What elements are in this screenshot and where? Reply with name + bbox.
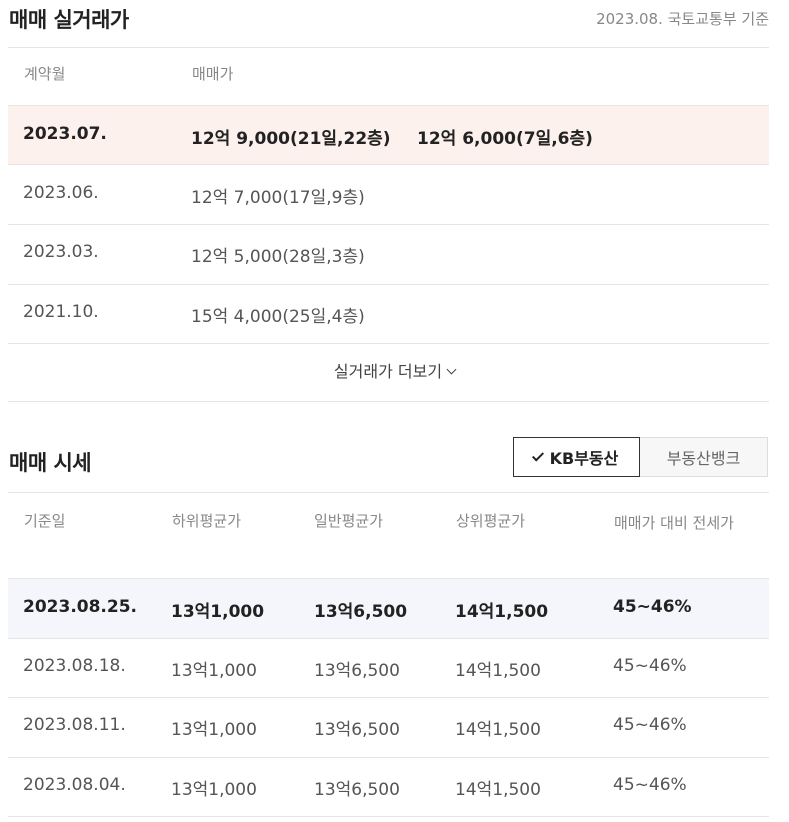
divider — [8, 757, 769, 758]
jeonse-ratio: 45~46% — [613, 656, 687, 676]
jeonse-ratio: 45~46% — [613, 715, 687, 735]
table-row: 2021.10. 15억 4,000(25일,4층) — [8, 285, 769, 343]
table-row: 2023.08.25. 13억1,000 13억6,500 14억1,500 4… — [8, 579, 769, 638]
contract-month: 2023.03. — [23, 242, 99, 262]
data-source-note: 2023.08. 국토교통부 기준 — [596, 10, 769, 28]
divider — [8, 343, 769, 344]
low-avg-price: 13억1,000 — [171, 720, 257, 740]
base-date: 2023.08.11. — [23, 715, 126, 735]
table-row: 2023.08.11. 13억1,000 13억6,500 14억1,500 4… — [8, 698, 769, 757]
base-date: 2023.08.04. — [23, 775, 126, 795]
divider — [8, 697, 769, 698]
header-sale-price: 매매가 — [192, 65, 234, 83]
high-avg-price: 14억1,500 — [455, 602, 549, 622]
sale-section-title: 매매 실거래가 — [9, 8, 129, 32]
tab-kb-real-estate[interactable]: KB부동산 — [513, 437, 640, 477]
header-jeonse-ratio: 매매가 대비 전세가 — [614, 514, 734, 532]
deal-price: 12억 6,000(7일,6층) — [417, 129, 593, 149]
divider — [8, 816, 769, 817]
table-row: 2023.08.18. 13억1,000 13억6,500 14억1,500 4… — [8, 639, 769, 697]
low-avg-price: 13억1,000 — [171, 780, 257, 800]
market-section-title: 매매 시세 — [9, 451, 92, 475]
deal-price: 15억 4,000(25일,4층) — [191, 307, 365, 327]
divider — [8, 284, 769, 285]
chevron-down-icon — [446, 364, 457, 375]
general-avg-price: 13억6,500 — [314, 720, 400, 740]
general-avg-price: 13억6,500 — [314, 661, 400, 681]
contract-month: 2021.10. — [23, 302, 99, 322]
low-avg-price: 13억1,000 — [171, 661, 257, 681]
header-contract-month: 계약월 — [24, 65, 66, 83]
tab-bank-label: 부동산뱅크 — [666, 449, 741, 468]
jeonse-ratio: 45~46% — [613, 597, 692, 617]
table-row: 2023.03. 12억 5,000(28일,3층) — [8, 225, 769, 284]
base-date: 2023.08.25. — [23, 597, 138, 617]
high-avg-price: 14억1,500 — [455, 720, 541, 740]
divider — [8, 638, 769, 639]
table-row: 2023.08.04. 13억1,000 13억6,500 14억1,500 4… — [8, 758, 769, 817]
header-base-date: 기준일 — [24, 512, 66, 530]
deal-price: 12억 9,000(21일,22층) — [191, 129, 391, 149]
tab-real-estate-bank[interactable]: 부동산뱅크 — [640, 437, 768, 477]
market-table-header: 기준일 하위평균가 일반평균가 상위평균가 매매가 대비 전세가 — [8, 493, 769, 578]
price-source-tabs: KB부동산 부동산뱅크 — [513, 437, 768, 477]
tab-kb-label: KB부동산 — [549, 449, 619, 468]
header-general-avg: 일반평균가 — [314, 512, 384, 530]
header-high-avg: 상위평균가 — [456, 512, 526, 530]
more-deals-button[interactable]: 실거래가 더보기 — [0, 358, 789, 382]
contract-month: 2023.07. — [23, 124, 107, 144]
divider — [8, 492, 769, 493]
divider — [8, 401, 769, 402]
divider — [8, 47, 769, 48]
divider — [8, 224, 769, 225]
more-deals-label: 실거래가 더보기 — [333, 362, 443, 381]
contract-month: 2023.06. — [23, 183, 99, 203]
header-low-avg: 하위평균가 — [172, 512, 242, 530]
table-row: 2023.06. 12억 7,000(17일,9층) — [8, 165, 769, 224]
high-avg-price: 14억1,500 — [455, 661, 541, 681]
general-avg-price: 13억6,500 — [314, 602, 408, 622]
divider — [8, 164, 769, 165]
high-avg-price: 14억1,500 — [455, 780, 541, 800]
check-icon — [531, 448, 544, 462]
deal-price: 12억 7,000(17일,9층) — [191, 188, 365, 208]
deal-price: 12억 5,000(28일,3층) — [191, 247, 365, 267]
divider — [8, 105, 769, 106]
general-avg-price: 13억6,500 — [314, 780, 400, 800]
low-avg-price: 13억1,000 — [171, 602, 265, 622]
base-date: 2023.08.18. — [23, 656, 126, 676]
table-row: 2023.07. 12억 9,000(21일,22층) 12억 6,000(7일… — [8, 106, 769, 164]
sale-table-header: 계약월 매매가 — [8, 48, 769, 105]
divider — [8, 578, 769, 579]
jeonse-ratio: 45~46% — [613, 775, 687, 795]
